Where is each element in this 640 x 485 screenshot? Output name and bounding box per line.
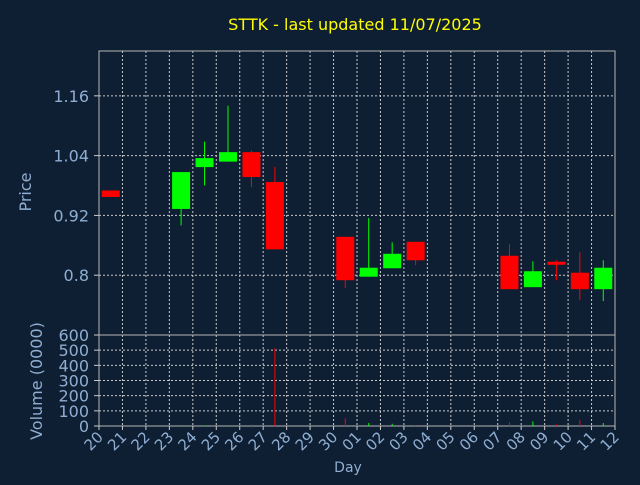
volume-tick-label: 500 <box>58 341 89 360</box>
candle-body <box>359 267 378 277</box>
price-tick-label: 0.8 <box>64 266 89 285</box>
volume-grid <box>98 335 616 426</box>
volume-tick-label: 300 <box>58 372 89 391</box>
candle-body <box>242 152 261 178</box>
candle-body <box>383 253 402 269</box>
day-axis-label: Day <box>334 460 362 476</box>
price-grid <box>98 51 616 335</box>
volume-axis-label: Volume (0000) <box>27 322 46 440</box>
volume-bars <box>180 347 604 426</box>
price-tick-label: 0.92 <box>53 206 89 225</box>
candle-body <box>594 267 613 290</box>
candle-body <box>523 271 542 288</box>
candle-body <box>101 190 120 197</box>
candle-body <box>406 241 425 261</box>
candle-body <box>219 152 237 162</box>
candle-body <box>265 182 284 250</box>
chart-title: STTK - last updated 11/07/2025 <box>228 15 482 34</box>
price-tick-label: 1.16 <box>53 87 89 106</box>
candle-body <box>195 158 214 168</box>
price-tick-label: 1.04 <box>53 147 89 166</box>
candle-body <box>500 255 519 290</box>
candle-body <box>172 172 191 209</box>
price-axis-label: Price <box>16 172 35 211</box>
volume-tick-label: 600 <box>58 326 89 345</box>
volume-tick-label: 0 <box>79 417 89 436</box>
volume-tick-label: 200 <box>58 387 89 406</box>
price-axis: 1.16 1.04 0.92 0.8 <box>53 87 99 285</box>
candle-body <box>336 236 355 281</box>
volume-tick-label: 400 <box>58 356 89 375</box>
candle-body <box>570 272 589 290</box>
volume-tick-label: 100 <box>58 402 89 421</box>
candles <box>101 105 613 302</box>
candle-body <box>547 261 566 265</box>
day-axis: 2021222324252627282930010203040506070809… <box>81 426 623 454</box>
